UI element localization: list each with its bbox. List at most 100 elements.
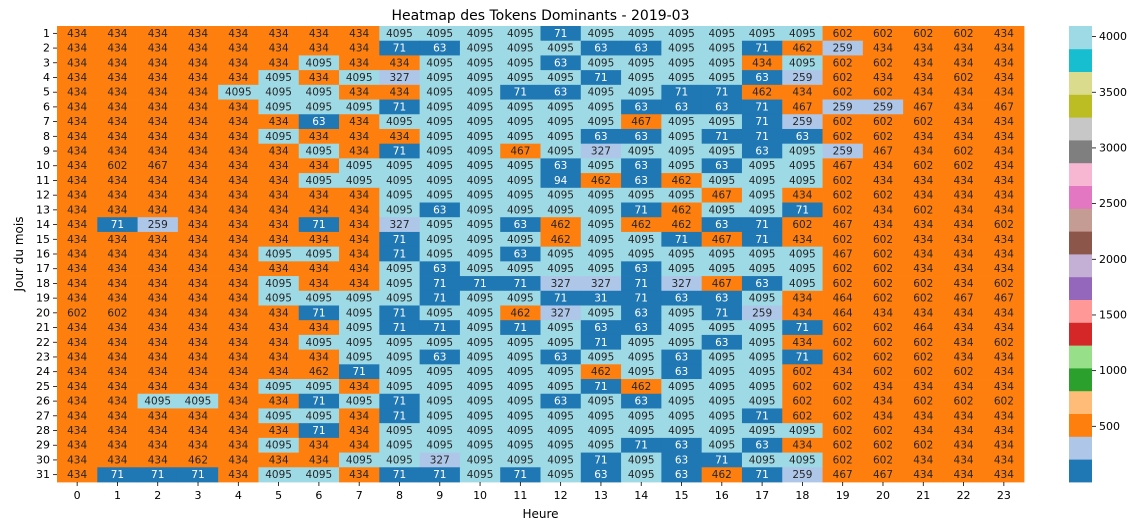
cell-value-label: 4095 [386,425,413,437]
heatmap-cell [339,276,380,292]
heatmap-cell [97,231,138,248]
cell-value-label: 434 [228,381,248,393]
cell-value-label: 434 [107,381,127,393]
cell-value-label: 602 [913,351,933,363]
heatmap-cell [983,305,1025,321]
heatmap-cell [943,26,985,42]
cell-value-label: 4095 [668,307,695,319]
cell-value-label: 467 [712,234,732,246]
cell-value-label: 434 [67,351,87,363]
heatmap-cell [621,84,662,100]
cell-value-label: 434 [228,366,248,378]
heatmap-cell [862,379,904,395]
heatmap-cell [419,437,461,453]
cell-value-label: 434 [309,43,329,55]
heatmap-cell [419,202,461,218]
cell-value-label: 434 [188,263,208,275]
cell-value-label: 4095 [225,87,252,99]
cell-value-label: 467 [712,190,732,202]
cell-value-label: 4095 [265,469,292,481]
cell-value-label: 4095 [346,396,373,408]
cell-value-label: 434 [188,116,208,128]
heatmap-cell [137,40,179,56]
heatmap-cell [177,334,219,351]
cell-value-label: 434 [148,293,168,305]
x-tick-label: 23 [997,489,1011,502]
heatmap-cell [540,84,582,100]
cell-value-label: 4095 [749,381,776,393]
x-tick-label: 10 [473,489,487,502]
heatmap-cell [943,217,985,233]
cell-value-label: 4095 [749,454,776,466]
cell-value-label: 434 [913,190,933,202]
cell-value-label: 434 [228,263,248,275]
cell-value-label: 63 [594,322,607,334]
cell-value-label: 4095 [467,263,494,275]
heatmap-cell [983,261,1025,277]
colorbar-tick-label: 3000 [1099,141,1127,154]
cell-value-label: 4095 [547,366,574,378]
heatmap-cell [500,276,541,292]
heatmap-cell [218,202,259,218]
heatmap-cell [661,246,703,262]
cell-value-label: 63 [594,43,607,55]
cell-value-label: 602 [913,204,933,216]
heatmap-cell [621,437,662,453]
heatmap-cell [298,452,340,468]
cell-value-label: 63 [675,366,688,378]
heatmap-cell [862,70,904,86]
cell-value-label: 434 [107,72,127,84]
heatmap-cell [862,40,904,56]
heatmap-cell [903,305,944,321]
cell-value-label: 434 [67,43,87,55]
heatmap-cell [943,452,985,468]
cell-value-label: 434 [954,410,974,422]
cell-value-label: 434 [188,234,208,246]
heatmap-cell [621,393,662,409]
cell-value-label: 434 [228,337,248,349]
cell-value-label: 4095 [668,322,695,334]
x-tick-label: 17 [755,489,769,502]
heatmap-cell [258,467,300,483]
cell-value-label: 434 [67,425,87,437]
heatmap-cell [983,320,1025,336]
heatmap-cell [459,261,501,277]
heatmap-cell [862,276,904,292]
cell-value-label: 434 [873,219,893,231]
cell-value-label: 602 [833,396,853,408]
cell-value-label: 63 [635,131,648,143]
y-tick-label: 7 [43,115,50,128]
cell-value-label: 4095 [708,175,735,187]
cell-value-label: 464 [833,307,853,319]
heatmap-cell [741,305,783,321]
heatmap-cell [379,217,421,233]
cell-value-label: 434 [994,454,1014,466]
heatmap-cell [983,246,1025,262]
cell-value-label: 434 [913,57,933,69]
heatmap-cell [943,393,985,409]
cell-value-label: 71 [755,116,768,128]
cell-value-label: 4095 [306,57,333,69]
cell-value-label: 71 [393,234,406,246]
cell-value-label: 4095 [708,396,735,408]
cell-value-label: 434 [913,43,933,55]
cell-value-label: 4095 [346,454,373,466]
heatmap-cell [177,217,219,233]
cell-value-label: 602 [913,160,933,172]
heatmap-cell [701,114,743,130]
cell-value-label: 327 [551,278,571,290]
heatmap-cell [903,290,944,306]
cell-value-label: 434 [349,204,369,216]
heatmap-cell [258,408,300,424]
heatmap-cell [137,290,179,306]
heatmap-cell [822,217,864,233]
cell-value-label: 434 [269,307,289,319]
heatmap-cell [661,128,703,145]
heatmap-cell [621,40,662,56]
heatmap-cell [298,26,340,42]
heatmap-cell [701,364,743,380]
heatmap-cell [580,99,622,115]
heatmap-cell [57,202,98,218]
cell-value-label: 434 [792,293,812,305]
cell-value-label: 434 [269,396,289,408]
